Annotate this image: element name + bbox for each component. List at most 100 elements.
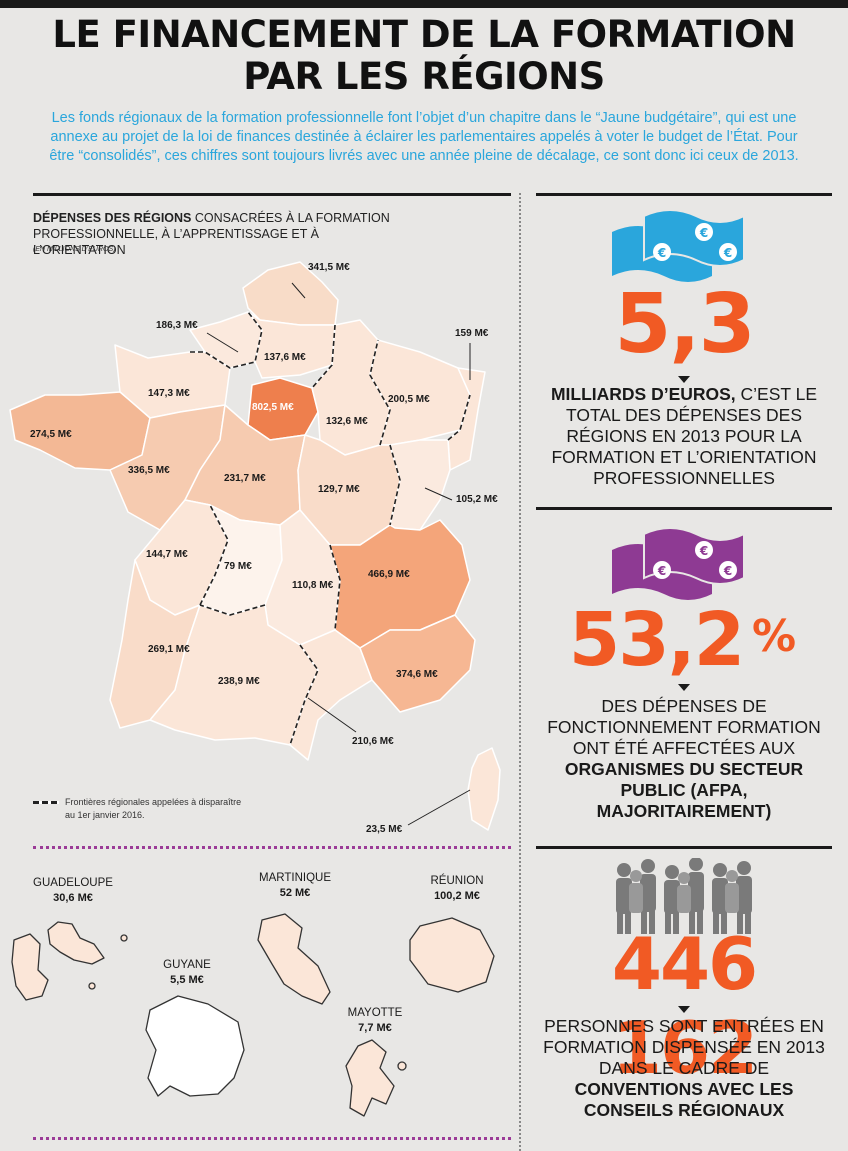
dashed-border-normandie: [190, 311, 263, 369]
mayotte-value: 7,7 M€: [358, 1022, 392, 1034]
dashed-border-ara: [329, 544, 341, 631]
stat-2-number: 53,2: [568, 597, 746, 683]
reunion-value: 100,2 M€: [434, 890, 480, 902]
map-martinique[interactable]: [257, 913, 331, 1005]
dashed-border-nord-picardie: [311, 324, 336, 389]
map-unit: (EN MILLIONS D’EUROS): [33, 246, 116, 253]
stat-2-percent: %: [752, 611, 797, 662]
stat-3-pointer: [678, 1006, 690, 1013]
label-lorraine: 200,5 M€: [388, 394, 430, 405]
reunion-name: RÉUNION: [430, 875, 484, 887]
label-limousin: 79 M€: [224, 561, 252, 572]
label-rhone-alpes: 466,9 M€: [368, 569, 410, 580]
map-guadeloupe[interactable]: [11, 921, 105, 1001]
reunion-label: RÉUNION 100,2 M€: [412, 874, 502, 904]
svg-text:€: €: [723, 246, 732, 260]
leader-nord: [291, 282, 306, 299]
map-guadeloupe-islet-2: [120, 934, 128, 942]
left-top-rule: [33, 193, 511, 196]
leader-haute-normandie: [206, 332, 239, 353]
map-mayotte-petite-terre: [397, 1061, 407, 1071]
stat-2-pointer: [678, 684, 690, 691]
label-picardie: 137,6 M€: [264, 352, 306, 363]
stat-1-number: 5,3: [614, 277, 755, 372]
map-reunion[interactable]: [409, 917, 495, 993]
region-paca[interactable]: [359, 614, 476, 713]
top-bar: [0, 0, 848, 8]
guyane-name: GUYANE: [163, 959, 211, 971]
france-map: 341,5 M€ 137,6 M€ 186,3 M€ 147,3 M€ 802,…: [9, 261, 501, 835]
label-alsace: 159 M€: [455, 328, 489, 339]
region-picardie[interactable]: [247, 311, 336, 379]
leader-languedoc: [307, 697, 357, 733]
label-ile-de-france: 802,5 M€: [252, 402, 294, 413]
dashed-border-naq-b: [199, 604, 266, 616]
svg-text:€: €: [657, 564, 666, 578]
label-corse: 23,5 M€: [366, 824, 403, 835]
guadeloupe-name: GUADELOUPE: [33, 877, 113, 889]
dotted-separator-bottom: [33, 1137, 511, 1140]
stat-3-number: 446 162: [611, 922, 758, 1090]
svg-text:€: €: [699, 544, 708, 558]
page-title: LE FINANCEMENT DE LA FORMATION PAR LES R…: [0, 14, 848, 98]
stat-2-text-bold: ORGANISMES DU SECTEUR PUBLIC (AFPA, MAJO…: [564, 759, 804, 821]
column-divider: [519, 193, 521, 1151]
leader-corse: [407, 789, 471, 826]
map-title-bold: DÉPENSES DES RÉGIONS: [33, 211, 192, 225]
svg-text:€: €: [723, 564, 732, 578]
map-mayotte[interactable]: [345, 1039, 395, 1117]
mayotte-label: MAYOTTE 7,7 M€: [330, 1006, 420, 1036]
stat-1-text-bold: MILLIARDS D’EUROS,: [550, 384, 736, 404]
label-haute-normandie: 186,3 M€: [156, 320, 198, 331]
martinique-label: MARTINIQUE 52 M€: [250, 871, 340, 901]
map-legend: Frontières régionales appelées à dispara…: [33, 796, 243, 822]
crowd-icon: [616, 858, 752, 934]
right-rule-3: [536, 846, 832, 849]
stat-1-text: MILLIARDS D’EUROS, C’EST LE TOTAL DES DÉ…: [536, 384, 832, 489]
stat-1-text-rest: C’EST LE TOTAL DES DÉPENSES DES RÉGIONS …: [551, 384, 818, 488]
leader-franche-comte: [424, 487, 453, 501]
stat-2-text-pre: DES DÉPENSES DE FONCTIONNEMENT FORMATION…: [547, 696, 821, 758]
label-aquitaine: 269,1 M€: [148, 644, 190, 655]
svg-text:€: €: [699, 226, 708, 240]
title-line-2: PAR LES RÉGIONS: [243, 55, 605, 98]
overseas-maps: [11, 913, 495, 1117]
dashed-border-legend-icon: [33, 801, 59, 804]
region-nord-pas-de-calais[interactable]: [242, 261, 339, 326]
legend-text: Frontières régionales appelées à dispara…: [65, 797, 242, 820]
label-languedoc: 210,6 M€: [352, 736, 394, 747]
euro-banknotes-icon: € € €: [612, 210, 745, 282]
region-corse[interactable]: [467, 747, 501, 831]
right-rule-2: [536, 507, 832, 510]
map-title: DÉPENSES DES RÉGIONS CONSACRÉES À LA FOR…: [33, 210, 413, 258]
map-guyane[interactable]: [145, 995, 245, 1097]
stat-3-text-bold: CONVENTIONS AVEC LES CONSEILS RÉGIONAUX: [574, 1079, 794, 1120]
guyane-label: GUYANE 5,5 M€: [142, 958, 232, 988]
stat-1-pointer: [678, 376, 690, 383]
map-guadeloupe-islet: [88, 982, 96, 990]
dashed-border-bfc: [389, 444, 401, 526]
label-champagne-ardenne: 132,6 M€: [326, 416, 368, 427]
stat-2-text: DES DÉPENSES DE FONCTIONNEMENT FORMATION…: [536, 696, 832, 822]
label-basse-normandie: 147,3 M€: [148, 388, 190, 399]
label-bourgogne: 129,7 M€: [318, 484, 360, 495]
martinique-value: 52 M€: [279, 887, 311, 899]
label-poitou-charentes: 144,7 M€: [146, 549, 188, 560]
euro-banknotes-icon-purple: € € €: [612, 528, 745, 600]
label-auvergne: 110,8 M€: [292, 580, 334, 591]
dotted-separator-top: [33, 846, 511, 849]
stat-3-text: PERSONNES SONT ENTRÉES EN FORMATION DISP…: [536, 1016, 832, 1121]
guadeloupe-value: 30,6 M€: [53, 892, 93, 904]
title-line-1: LE FINANCEMENT DE LA FORMATION: [52, 13, 796, 56]
guadeloupe-label: GUADELOUPE 30,6 M€: [28, 876, 118, 906]
svg-text:€: €: [657, 246, 666, 260]
dashed-border-naq-a: [199, 504, 229, 606]
intro-paragraph: Les fonds régionaux de la formation prof…: [49, 110, 799, 164]
stat-3-text-pre: PERSONNES SONT ENTRÉES EN FORMATION DISP…: [543, 1016, 825, 1078]
label-franche-comte: 105,2 M€: [456, 494, 498, 505]
label-nord: 341,5 M€: [308, 262, 350, 273]
label-pays-de-la-loire: 336,5 M€: [128, 465, 170, 476]
label-bretagne: 274,5 M€: [30, 429, 72, 440]
label-paca: 374,6 M€: [396, 669, 438, 680]
label-midi-pyrenees: 238,9 M€: [218, 676, 260, 687]
